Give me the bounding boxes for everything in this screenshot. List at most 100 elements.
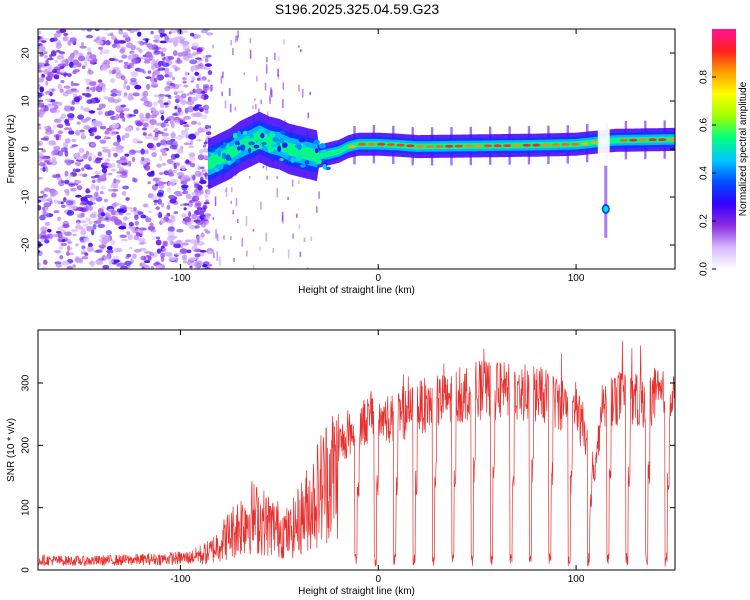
- spectrogram-noise-blob: [204, 215, 211, 220]
- spectrogram-noise-blob: [161, 162, 166, 166]
- spectrogram-noise-blob: [199, 78, 204, 82]
- spectrogram-noise-blob: [102, 149, 110, 153]
- spectrogram-plot-area: [38, 29, 675, 269]
- spectrogram-noise-blob: [126, 253, 132, 258]
- spectrogram-noise-blob: [39, 235, 48, 240]
- spectrogram-noise-blob: [41, 149, 46, 153]
- snr-panel: -100 0 100 0 100 200 300 Height of straight l…: [6, 329, 676, 597]
- snr-y-tick-label: 0: [21, 567, 32, 573]
- spectrogram-ridge-blob: [260, 132, 265, 139]
- spectrogram-noise-blob: [192, 174, 196, 181]
- spectrogram-noise-blob: [113, 202, 117, 208]
- spectrogram-noise-blob: [186, 249, 192, 254]
- spectrogram-noise-blob: [88, 220, 93, 225]
- spectrogram-ridge-blob: [318, 143, 326, 149]
- spectrogram-noise-blob: [156, 74, 164, 81]
- spectrogram-ridge-peak: [444, 144, 454, 148]
- spectrogram-noise-blob: [202, 144, 207, 148]
- spectrogram-noise-blob: [94, 97, 99, 101]
- spectrogram-ridge-peak: [454, 144, 463, 148]
- spectrogram-noise-blob: [146, 52, 150, 58]
- spectrogram-noise-blob: [145, 83, 151, 90]
- spectrogram-noise-blob: [183, 207, 187, 211]
- spectrogram-noise-blob: [189, 265, 193, 269]
- spectrogram-noise-blob: [67, 245, 71, 252]
- spectrogram-noise-blob: [131, 227, 138, 234]
- spectrogram-noise-blob: [83, 223, 89, 228]
- spectrogram-noise-blob: [86, 86, 90, 90]
- colorbar-tick-label: 0.2: [699, 214, 710, 228]
- spectrogram-noise-blob: [146, 142, 154, 149]
- spectrogram-noise-blob: [120, 75, 126, 81]
- spectrogram-noise-blob: [142, 70, 147, 74]
- spectrogram-noise-blob: [105, 158, 110, 163]
- spectrogram-streak: [298, 45, 300, 48]
- spectrogram-streak: [234, 106, 237, 111]
- spectrogram-noise-blob: [177, 148, 184, 154]
- spectrogram-noise-blob: [137, 237, 146, 243]
- spectrogram-ridge-blob: [228, 156, 232, 161]
- spectrogram-ridge-peak: [377, 142, 386, 146]
- spectrogram-noise-blob: [156, 142, 161, 147]
- spectrogram-noise-blob: [174, 105, 178, 110]
- spectrogram-noise-blob: [151, 252, 158, 258]
- spectrogram-noise-blob: [143, 96, 148, 101]
- spectrogram-noise-blob: [183, 177, 192, 182]
- spectrogram-noise-blob: [38, 30, 42, 35]
- spectrogram-noise-blob: [75, 168, 81, 173]
- spectrogram-noise-blob: [163, 102, 169, 106]
- spectrogram-noise-blob: [199, 166, 205, 170]
- spectrogram-noise-blob: [55, 134, 60, 141]
- spectrogram-noise-blob: [88, 81, 97, 86]
- spectrogram-streak: [237, 30, 239, 38]
- spectrogram-noise-blob: [167, 230, 175, 237]
- spectrogram-noise-blob: [105, 39, 111, 46]
- spectrogram-noise-blob: [68, 174, 74, 179]
- spectrogram-noise-blob: [132, 253, 137, 259]
- spectrogram-noise-blob: [97, 217, 102, 223]
- spectrogram-streak: [301, 89, 304, 98]
- spectrogram-noise-blob: [108, 69, 113, 75]
- spectrogram-streak: [249, 176, 251, 179]
- spectrogram-noise-blob: [38, 97, 42, 101]
- spectrogram-noise-blob: [129, 62, 134, 69]
- spectrogram-noise-blob: [184, 216, 191, 223]
- spectrogram-noise-blob: [84, 59, 87, 67]
- spectrogram-noise-blob: [140, 214, 147, 219]
- spectrogram-noise-blob: [38, 199, 42, 203]
- spectrogram-noise-blob: [111, 189, 119, 192]
- spectrogram-ridge-blob: [315, 159, 322, 165]
- spectrogram-noise-blob: [52, 234, 60, 238]
- spectrogram-noise-blob: [191, 42, 200, 49]
- spectrogram-noise-blob: [150, 107, 157, 112]
- spectrogram-noise-blob: [38, 152, 44, 158]
- spectrogram-streak: [256, 76, 258, 82]
- colorbar-tick-label: 0.6: [699, 118, 710, 132]
- spectrogram-noise-blob: [81, 256, 89, 260]
- spectrogram-noise-blob: [203, 67, 211, 71]
- spectrogram-noise-blob: [106, 164, 112, 167]
- snr-frame: [37, 329, 676, 571]
- spectrogram-noise-blob: [103, 135, 108, 139]
- colorbar-label: Normalized spectral amplitude: [738, 81, 749, 216]
- spectrogram-streak: [260, 99, 262, 105]
- spectrogram-noise-blob: [149, 119, 157, 125]
- spectrogram-noise-blob: [53, 210, 59, 214]
- spectrogram-noise-blob: [91, 120, 100, 127]
- spectrogram-noise-blob: [76, 62, 82, 68]
- spectrogram-streak: [232, 210, 235, 215]
- spectrogram-noise-blob: [148, 43, 153, 50]
- spectrogram-noise-blob: [191, 245, 198, 252]
- spectrogram-noise-blob: [189, 59, 198, 65]
- spectrogram-noise-blob: [124, 132, 130, 138]
- spectrogram-noise-blob: [121, 135, 126, 141]
- spectrogram-noise-blob: [63, 85, 71, 89]
- spectrogram-noise-blob: [117, 59, 123, 63]
- spectrogram-noise-blob: [116, 208, 124, 213]
- spectrogram-noise-blob: [87, 68, 92, 73]
- spectrogram-ridge-blob: [290, 157, 296, 163]
- spectrogram-ridge-blob: [285, 147, 293, 153]
- spectrogram-noise-blob: [143, 90, 149, 97]
- spectrogram-ridge-blob: [282, 142, 288, 148]
- spectrogram-noise-blob: [156, 163, 162, 168]
